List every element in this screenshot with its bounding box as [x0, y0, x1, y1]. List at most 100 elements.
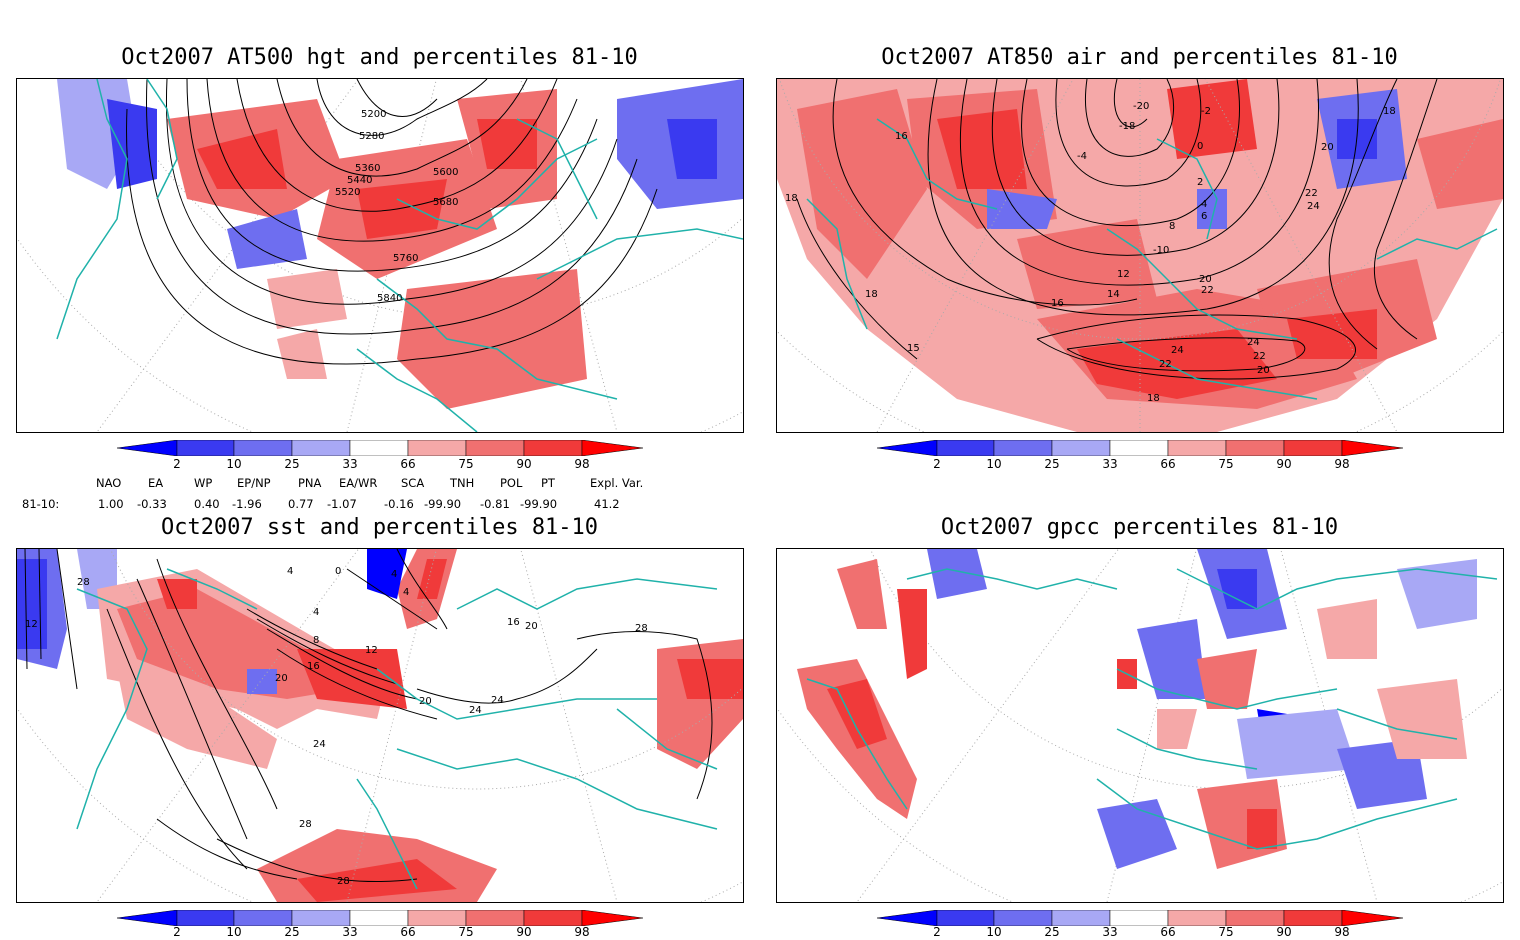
colorbar-label: 98	[574, 457, 590, 471]
contour-label: 28	[635, 623, 648, 634]
contour-label: 4	[287, 566, 293, 577]
contour-label: 8	[1169, 221, 1175, 232]
contour-labels: 28 12 4 0 4 4 4 8 12 16 16 20 20 24 24 2…	[25, 566, 648, 887]
colorbar-label: 75	[458, 457, 474, 471]
coastlines	[56, 79, 743, 432]
tele-value: -0.81	[480, 497, 510, 511]
colorbar-label: 75	[458, 925, 474, 939]
map-panel-sst: 28 12 4 0 4 4 4 8 12 16 16 20 20 24 24 2…	[16, 548, 744, 903]
colorbar-label: 25	[284, 925, 300, 939]
contour-label: 16	[895, 131, 908, 142]
contour-label: 18	[1147, 393, 1160, 404]
contour-label: -20	[1133, 101, 1149, 112]
colorbar-label: 2	[173, 457, 181, 471]
contour-label: -18	[1119, 121, 1135, 132]
contour-labels: -2 -4 -18 -20 0 2 4 6 8 -10 12 14 16 16 …	[785, 101, 1396, 404]
panel4-title: Oct2007 gpcc percentiles 81-10	[940, 515, 1339, 540]
sst-contours	[24, 549, 713, 883]
contour-label: 5200	[361, 109, 386, 120]
colorbar-label: 98	[1334, 457, 1350, 471]
colorbar-label: 90	[1276, 925, 1292, 939]
contour-label: 0	[335, 566, 341, 577]
colorbar-gpcc-labels: 2 10 25 33 66 75 90 98	[877, 925, 1403, 939]
contour-label: 22	[1305, 188, 1318, 199]
colorbar-air850-labels: 2 10 25 33 66 75 90 98	[877, 457, 1403, 473]
colorbar-label: 66	[1160, 457, 1176, 471]
tele-header: EP/NP	[237, 476, 271, 490]
contour-label: 12	[25, 619, 38, 630]
contour-label: 28	[337, 876, 350, 887]
colorbar-label: 90	[1276, 457, 1292, 471]
tele-value: 0.40	[194, 497, 220, 511]
contour-label: -2	[1201, 106, 1211, 117]
percentile-shading	[57, 79, 743, 409]
contour-labels: 5200 5280 5360 5440 5520 5600 5680 5760 …	[335, 109, 458, 304]
colorbar-label: 90	[516, 457, 532, 471]
coastlines	[76, 568, 718, 890]
colorbar-label: 2	[173, 925, 181, 939]
tele-value: 0.77	[288, 497, 314, 511]
tele-header: NAO	[96, 476, 122, 490]
contour-label: 5520	[335, 187, 360, 198]
colorbar-label: 66	[1160, 925, 1176, 939]
contour-label: 5760	[393, 253, 418, 264]
contour-label: 18	[785, 193, 798, 204]
contour-label: 20	[1321, 142, 1334, 153]
contour-label: 4	[391, 569, 397, 580]
contour-label: 20	[275, 673, 288, 684]
tele-header: WP	[194, 476, 213, 490]
tele-header: EA	[148, 476, 164, 490]
panel1-title: Oct2007 AT500 hgt and percentiles 81-10	[121, 45, 638, 70]
graticule	[17, 549, 743, 902]
map-panel-hgt500: 5200 5280 5360 5440 5520 5600 5680 5760 …	[16, 78, 744, 433]
tele-value: 41.2	[594, 497, 620, 511]
colorbar-hgt500	[116, 439, 644, 457]
map-panel-air850: -2 -4 -18 -20 0 2 4 6 8 -10 12 14 16 16 …	[776, 78, 1504, 433]
contour-label: 18	[1383, 106, 1396, 117]
contour-label: 24	[313, 739, 326, 750]
contour-label: 5680	[433, 197, 458, 208]
contour-label: 18	[865, 289, 878, 300]
contour-label: 20	[525, 621, 538, 632]
colorbar-air850	[876, 439, 1404, 457]
colorbar-sst-labels: 2 10 25 33 66 75 90 98	[117, 925, 643, 939]
percentile-shading	[17, 549, 743, 902]
contour-label: 28	[299, 819, 312, 830]
height-contours	[126, 79, 658, 365]
contour-label: 2	[1197, 177, 1203, 188]
contour-label: 22	[1201, 285, 1214, 296]
colorbar-label: 10	[986, 457, 1002, 471]
panel2-title: Oct2007 AT850 air and percentiles 81-10	[881, 45, 1398, 70]
tele-value: -1.96	[232, 497, 262, 511]
tele-header: Expl. Var.	[590, 476, 644, 490]
contour-label: 12	[365, 645, 378, 656]
colorbar-label: 33	[342, 925, 358, 939]
colorbar-label: 98	[574, 925, 590, 939]
contour-label: 16	[307, 661, 320, 672]
tele-header: TNH	[450, 476, 475, 490]
contour-label: 5280	[359, 131, 384, 142]
colorbar-label: 10	[226, 925, 242, 939]
tele-value: -1.07	[327, 497, 357, 511]
tele-value: -99.90	[520, 497, 558, 511]
coastlines	[806, 118, 1498, 400]
colorbar-label: 2	[933, 457, 941, 471]
colorbar-label: 33	[342, 457, 358, 471]
contour-label: 16	[507, 617, 520, 628]
contour-label: 5600	[433, 167, 458, 178]
contour-label: 5840	[377, 293, 402, 304]
colorbar-label: 66	[400, 925, 416, 939]
coastlines	[806, 568, 1498, 850]
contour-label: 24	[1307, 201, 1320, 212]
colorbar-label: 98	[1334, 925, 1350, 939]
tele-header: PT	[541, 476, 555, 490]
contour-label: 4	[313, 607, 319, 618]
colorbar-label: 25	[1044, 457, 1060, 471]
colorbar-gpcc	[876, 909, 1404, 927]
contour-label: 24	[1171, 345, 1184, 356]
colorbar-label: 33	[1102, 925, 1118, 939]
colorbar-sst	[116, 909, 644, 927]
colorbar-label: 33	[1102, 457, 1118, 471]
contour-label: 22	[1253, 351, 1266, 362]
contour-label: -10	[1153, 245, 1169, 256]
